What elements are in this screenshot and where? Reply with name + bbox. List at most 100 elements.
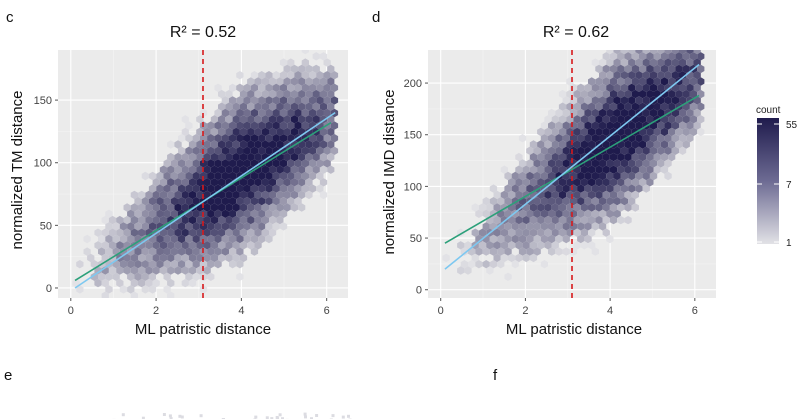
- hexbin-cell: [101, 297, 102, 298]
- hexbin-cell: [192, 134, 200, 143]
- hexbin-cell: [239, 102, 248, 111]
- hexbin-cell: [294, 197, 302, 206]
- hexbin-cell: [693, 71, 701, 80]
- hexbin-cell: [163, 209, 171, 218]
- hexbin-cell: [188, 140, 197, 149]
- hexbin-cell: [602, 115, 610, 124]
- hexbin-cell: [515, 190, 523, 200]
- hexbin-cell: [580, 228, 588, 237]
- hexbin-cell: [283, 89, 291, 99]
- hexbin-cell: [544, 140, 552, 149]
- hexbin-cell: [457, 241, 465, 250]
- hexbin-cell: [236, 108, 244, 118]
- hexbin-cell: [229, 209, 237, 218]
- hexbin-cell: [522, 165, 530, 174]
- hexbin-cell: [250, 96, 259, 105]
- hexbin-cell: [196, 215, 204, 225]
- preview-hexbin-cell: [278, 413, 282, 417]
- hexbin-cell: [511, 222, 519, 231]
- hexbin-cell: [595, 102, 603, 111]
- hexbin-cell: [471, 228, 479, 237]
- hexbin-cell: [258, 184, 266, 193]
- hexbin-cell: [167, 266, 175, 275]
- hexbin-cell: [272, 108, 280, 118]
- hexbin-cell: [609, 165, 618, 174]
- hexbin-cell: [301, 159, 309, 168]
- hexbin-cell: [668, 140, 676, 149]
- hexbin-cell: [540, 260, 548, 269]
- hexbin-cell: [305, 178, 313, 187]
- hexbin-cell: [290, 165, 299, 174]
- preview-hexbin-cell: [304, 415, 307, 419]
- hexbin-cell: [620, 71, 629, 80]
- hexbin-cell: [679, 108, 687, 118]
- hexbin-cell: [631, 140, 639, 149]
- hexbin-cell: [290, 203, 299, 212]
- hexbin-cell: [221, 222, 229, 231]
- hexbin-cell: [272, 171, 280, 181]
- hexbin-cell: [635, 71, 643, 80]
- hexbin-cell: [247, 152, 255, 162]
- hexbin-cell: [247, 228, 255, 237]
- hexbin-cell: [642, 50, 650, 55]
- hexbin-cell: [261, 77, 269, 86]
- hexbin-cell: [664, 159, 672, 168]
- hexbin-cell: [537, 165, 545, 174]
- hexbin-cell: [298, 102, 306, 111]
- hexbin-cell: [185, 260, 193, 269]
- hexbin-cell: [573, 190, 581, 200]
- hexbin-cell: [283, 190, 291, 200]
- x-tick-label: 4: [607, 305, 613, 317]
- hexbin-cell: [595, 178, 603, 187]
- hexbin-cell: [232, 140, 240, 149]
- hexbin-cell: [298, 178, 306, 187]
- hexbin-cell: [635, 96, 643, 105]
- hexbin-cell: [486, 266, 494, 275]
- hexbin-cell: [588, 102, 596, 111]
- hexbin-cell: [192, 260, 200, 269]
- hexbin-cell: [562, 184, 570, 193]
- hexbin-cell: [225, 253, 233, 263]
- hexbin-cell: [116, 266, 124, 275]
- hexbin-cell: [628, 71, 636, 80]
- hexbin-cell: [620, 184, 629, 193]
- hexbin-cell: [591, 96, 599, 105]
- hexbin-cell: [170, 260, 178, 269]
- hexbin-cell: [258, 71, 266, 80]
- hexbin-cell: [185, 247, 193, 256]
- hexbin-cell: [558, 102, 567, 111]
- hexbin-cell: [309, 171, 317, 181]
- hexbin-cell: [305, 140, 313, 149]
- hexbin-cell: [167, 278, 175, 288]
- hexbin-cell: [602, 228, 610, 237]
- hexbin-cell: [170, 222, 178, 231]
- hexbin-cell: [210, 241, 218, 250]
- hexbin-cell: [272, 159, 280, 168]
- hexbin-cell: [225, 89, 233, 99]
- hexbin-cell: [272, 96, 280, 105]
- hexbin-cell: [276, 115, 284, 124]
- hexbin-cell: [475, 247, 483, 256]
- hexbin-cell: [159, 190, 168, 200]
- hexbin-cell: [668, 64, 676, 74]
- preview-hexbin-cell: [276, 417, 280, 419]
- preview-hexbin-cell: [141, 416, 145, 419]
- hexbin-cell: [540, 234, 548, 244]
- hexbin-cell: [145, 228, 153, 237]
- hexbin-cell: [323, 146, 331, 155]
- hexbin-cell: [562, 222, 570, 231]
- hexbin-cell: [218, 215, 226, 225]
- hexbin-cell: [236, 247, 244, 256]
- hexbin-cell: [261, 140, 269, 149]
- hexbin-cell: [639, 140, 647, 149]
- hexbin-cell: [272, 121, 280, 130]
- hexbin-cell: [185, 222, 193, 231]
- hexbin-cell: [167, 190, 175, 200]
- hexbin-cell: [305, 165, 313, 174]
- hexbin-cell: [504, 247, 512, 256]
- hexbin-cell: [327, 140, 335, 149]
- hexbin-cell: [130, 190, 138, 200]
- hexbin-cell: [457, 266, 465, 275]
- hexbin-cell: [657, 71, 665, 80]
- hexbin-cell: [290, 152, 299, 162]
